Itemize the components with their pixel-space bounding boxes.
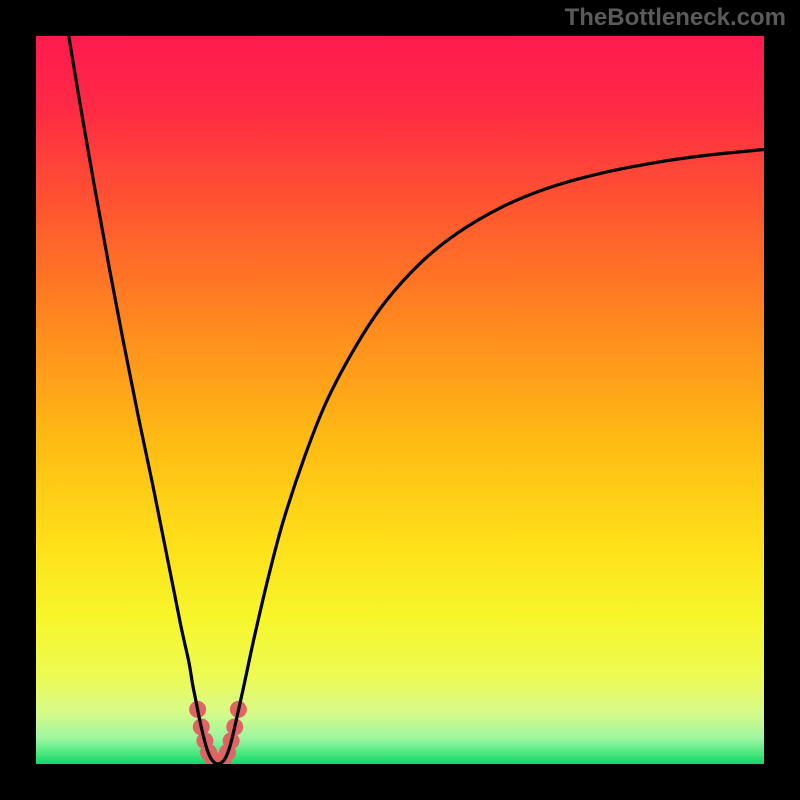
curve-svg — [36, 36, 764, 764]
bottleneck-curve — [69, 36, 764, 764]
watermark-text: TheBottleneck.com — [565, 4, 786, 32]
plot-area — [36, 36, 764, 764]
chart-frame: TheBottleneck.com — [0, 0, 800, 800]
